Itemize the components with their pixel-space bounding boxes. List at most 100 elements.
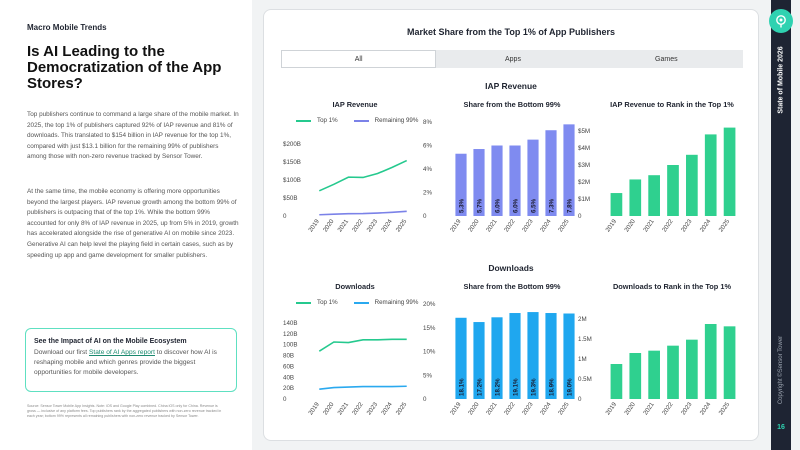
- downloads-legend: Top 1% Remaining 99%: [296, 299, 418, 306]
- y-tick-label: 10%: [423, 349, 436, 356]
- iap-rank-chart-title: IAP Revenue to Rank in the Top 1%: [610, 100, 734, 109]
- y-tick-label: $4M: [578, 145, 590, 152]
- y-tick-label: 80B: [283, 353, 294, 360]
- y-tick-label: 100B: [283, 342, 297, 349]
- bar: [686, 339, 698, 399]
- bar: [610, 193, 623, 216]
- legend-remaining-99pct-dl: Remaining 99%: [353, 299, 418, 306]
- y-tick-label: 6%: [423, 143, 432, 150]
- y-tick-label: $1M: [578, 196, 590, 203]
- bar: [686, 154, 698, 216]
- series-line-remaining: [319, 210, 407, 216]
- bar: [648, 175, 660, 216]
- bar-data-label: 5.3%: [459, 198, 466, 213]
- bar-data-label: 7.8%: [567, 198, 574, 213]
- x-tick-label: 2022: [661, 218, 675, 234]
- callout-post: to discover how AI is reshaping mobile a…: [34, 349, 217, 376]
- y-tick-label: $5M: [578, 128, 590, 135]
- legend-remaining-99pct: Remaining 99%: [353, 117, 419, 124]
- y-tick-label: 0: [578, 396, 582, 403]
- y-tick-label: 0: [578, 213, 582, 220]
- x-tick-label: 2022: [661, 401, 675, 417]
- bar-data-label: 18.1%: [459, 378, 466, 396]
- tab-games[interactable]: Games: [655, 55, 678, 63]
- y-tick-label: 20%: [423, 301, 436, 308]
- y-tick-label: $2M: [578, 179, 590, 186]
- legend-label-remaining: Remaining 99%: [374, 117, 419, 124]
- y-tick-label: 60B: [283, 363, 294, 370]
- y-tick-label: 1.5M: [578, 336, 592, 343]
- bar: [667, 165, 679, 216]
- tab-apps[interactable]: Apps: [505, 55, 521, 63]
- y-tick-label: 2M: [578, 316, 587, 323]
- y-tick-label: $3M: [578, 162, 590, 169]
- series-line-top: [318, 159, 408, 192]
- x-tick-label: 2021: [642, 401, 656, 417]
- x-tick-label: 2024: [539, 401, 553, 417]
- x-tick-label: 2022: [351, 401, 365, 417]
- bar: [723, 127, 736, 216]
- bar-data-label: 5.7%: [477, 198, 484, 213]
- series-line-remaining: [319, 385, 407, 391]
- x-tick-label: 2021: [336, 401, 350, 417]
- y-tick-label: 4%: [423, 166, 432, 173]
- x-tick-label: 2023: [521, 218, 535, 234]
- bar: [545, 313, 557, 399]
- x-tick-label: 2019: [449, 218, 463, 234]
- bar-data-label: 19.0%: [567, 378, 574, 396]
- x-tick-label: 2019: [604, 218, 618, 234]
- bar: [704, 134, 717, 216]
- legend-swatch-remaining-dl: [353, 301, 369, 304]
- bar-data-label: 6.0%: [513, 198, 520, 213]
- y-tick-label: 0: [423, 396, 427, 403]
- dl-rank-chart-title: Downloads to Rank in the Top 1%: [612, 282, 732, 291]
- body-paragraph-1: Top publishers continue to command a lar…: [27, 111, 239, 161]
- bar: [527, 312, 539, 399]
- bar-data-label: 18.2%: [495, 378, 502, 396]
- y-tick-label: 0: [283, 396, 287, 403]
- legend-swatch-top: [296, 119, 311, 122]
- iap-section-title: IAP Revenue: [485, 81, 537, 91]
- y-tick-label: 0: [423, 213, 427, 220]
- page-number: 16: [777, 424, 785, 431]
- x-tick-label: 2021: [642, 218, 656, 234]
- page-headline: Is AI Leading to the Democratization of …: [27, 43, 222, 92]
- callout-text: Download our first State of AI Apps repo…: [34, 348, 228, 378]
- x-tick-label: 2025: [718, 401, 732, 417]
- x-tick-label: 2020: [322, 401, 336, 417]
- x-tick-label: 2025: [557, 401, 571, 417]
- bar-data-label: 17.2%: [477, 378, 484, 396]
- x-tick-label: 2025: [718, 218, 732, 234]
- market-share-card: Market Share from the Top 1% of App Publ…: [263, 9, 759, 441]
- y-tick-label: 20B: [283, 385, 294, 392]
- bar: [473, 322, 485, 399]
- x-tick-label: 2023: [680, 401, 694, 417]
- callout-title: See the Impact of AI on the Mobile Ecosy…: [34, 338, 187, 345]
- bar-data-label: 7.3%: [549, 198, 556, 213]
- card-title: Market Share from the Top 1% of App Publ…: [406, 27, 616, 37]
- bar: [491, 317, 503, 399]
- ai-report-callout: See the Impact of AI on the Mobile Ecosy…: [25, 328, 237, 392]
- bar: [509, 313, 521, 399]
- legend-label-top-dl: Top 1%: [317, 299, 338, 306]
- y-tick-label: $200B: [283, 141, 301, 148]
- bar: [509, 145, 521, 216]
- ai-report-link[interactable]: State of AI Apps report: [88, 349, 155, 356]
- x-tick-label: 2021: [485, 401, 499, 417]
- tab-all[interactable]: All: [281, 50, 437, 68]
- section-kicker: Macro Mobile Trends: [27, 23, 107, 32]
- bar: [629, 353, 642, 399]
- report-rail: [771, 0, 791, 450]
- bar: [563, 313, 575, 399]
- body-paragraph-2: At the same time, the mobile economy is …: [27, 188, 239, 259]
- x-tick-label: 2024: [380, 218, 394, 234]
- logo-mark-icon: [776, 15, 786, 28]
- legend-top-1pct: Top 1%: [296, 117, 338, 124]
- y-tick-label: 1M: [578, 356, 587, 363]
- x-tick-label: 2020: [467, 218, 481, 234]
- x-tick-label: 2022: [503, 218, 517, 234]
- source-note: Source: Sensor Tower Mobile App Insights…: [27, 404, 222, 418]
- x-tick-label: 2024: [380, 401, 394, 417]
- bar: [667, 345, 679, 399]
